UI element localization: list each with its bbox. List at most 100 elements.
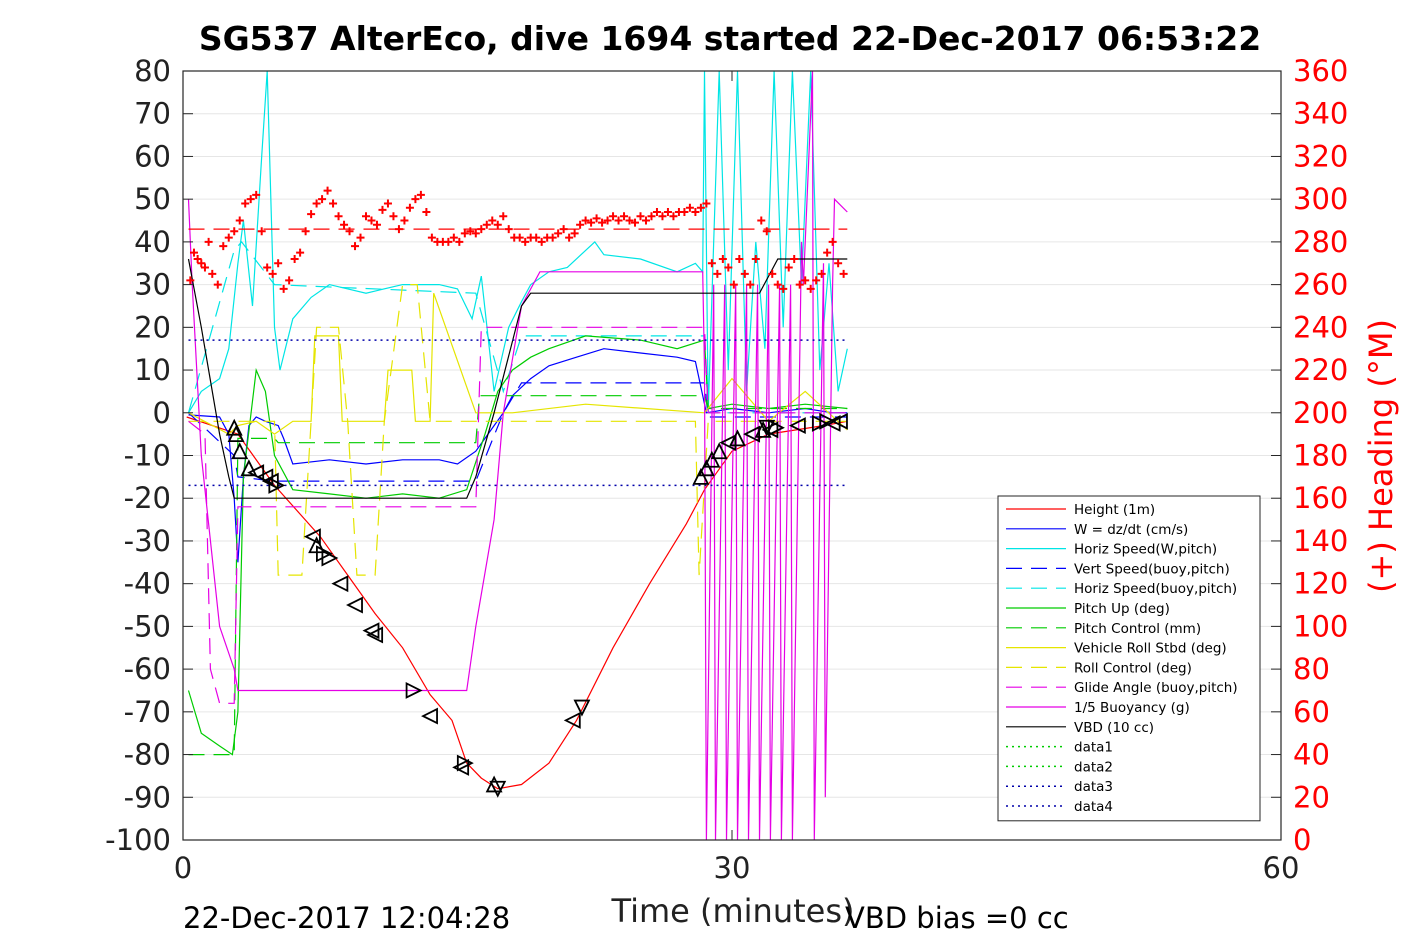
heading-point: [680, 207, 689, 216]
heading-point: [416, 190, 425, 199]
triangle-marker: [321, 549, 339, 567]
heading-point: [252, 190, 261, 199]
legend-label: Vert Speed(buoy,pitch): [1074, 561, 1230, 577]
heading-point: [285, 276, 294, 285]
heading-point: [301, 227, 310, 236]
heading-point: [219, 242, 228, 251]
heading-point: [307, 210, 316, 219]
legend-label: data4: [1074, 799, 1113, 815]
y-tick-label: 10: [134, 353, 171, 387]
heading-point: [532, 233, 541, 242]
legend-label: Horiz Speed(buoy,pitch): [1074, 581, 1237, 597]
series-line-0: [186, 416, 848, 790]
heading-point: [290, 254, 299, 263]
y-right-tick-label: 80: [1293, 652, 1330, 686]
heading-point: [378, 205, 387, 214]
heading-point: [652, 207, 661, 216]
legend-box: [997, 495, 1261, 822]
heading-point: [729, 280, 738, 289]
y-tick-label: 30: [134, 268, 171, 302]
heading-point: [548, 233, 557, 242]
heading-point: [296, 248, 305, 257]
heading-point: [427, 233, 436, 242]
heading-point: [839, 269, 848, 278]
heading-point: [329, 199, 338, 208]
heading-point: [372, 220, 381, 229]
y-tick-label: -50: [124, 609, 171, 643]
heading-point: [790, 254, 799, 263]
legend-label: VBD (10 cc): [1074, 720, 1154, 736]
y-right-tick-label: 200: [1293, 396, 1348, 430]
heading-point: [504, 225, 513, 234]
triangle-marker: [421, 707, 438, 725]
y-right-tick-label: 280: [1293, 225, 1348, 259]
heading-point: [224, 233, 233, 242]
y-tick-label: 40: [134, 225, 171, 259]
heading-point: [631, 218, 640, 227]
series-group: [186, 71, 848, 840]
heading-point: [246, 195, 255, 204]
heading-point: [444, 237, 453, 246]
triangle-marker: [268, 476, 286, 494]
heading-point: [702, 199, 711, 208]
triangle-marker: [346, 596, 363, 614]
heading-point: [422, 207, 431, 216]
heading-point: [707, 259, 716, 268]
triangle-marker: [452, 758, 470, 776]
y-right-tick-label: 0: [1293, 823, 1311, 857]
y-right-tick-label: 160: [1293, 481, 1348, 515]
triangle-marker: [743, 425, 761, 443]
triangle-marker: [823, 415, 841, 432]
y-tick-label: 20: [134, 310, 171, 344]
heading-point: [812, 276, 821, 285]
heading-point: [318, 195, 327, 204]
heading-point: [559, 225, 568, 234]
heading-point: [204, 237, 213, 246]
x-tick-label: 0: [174, 851, 192, 885]
y-tick-label: 80: [134, 54, 171, 88]
y-tick-label: -80: [124, 738, 171, 772]
heading-point: [389, 212, 398, 221]
triangle-marker: [331, 575, 349, 593]
heading-point: [340, 220, 349, 229]
y-tick-label: 60: [134, 139, 171, 173]
y-tick-label: -10: [124, 439, 171, 473]
heading-point: [685, 203, 694, 212]
right-axis-label: (+) Heading (°M): [1362, 319, 1400, 593]
triangle-marker: [261, 472, 279, 490]
chart-title: SG537 AlterEco, dive 1694 started 22-Dec…: [199, 19, 1261, 58]
heading-point: [581, 216, 590, 225]
triangle-marker: [768, 419, 785, 437]
heading-point: [762, 227, 771, 236]
plot-area: 80706050403020100-10-20-30-40-50-60-70-8…: [105, 54, 1348, 885]
legend-label: data1: [1074, 740, 1113, 756]
y-tick-label: -40: [124, 567, 171, 601]
triangle-marker: [489, 780, 507, 798]
heading-point: [614, 216, 623, 225]
series-line-7: [188, 293, 848, 435]
heading-point: [834, 259, 843, 268]
y-right-tick-label: 60: [1293, 695, 1330, 729]
heading-point: [647, 212, 656, 221]
y-right-tick-label: 100: [1293, 609, 1348, 643]
heading-point: [345, 227, 354, 236]
legend-label: data2: [1074, 759, 1113, 775]
heading-point: [268, 269, 277, 278]
y-right-tick-label: 180: [1293, 439, 1348, 473]
heading-point: [806, 284, 815, 293]
heading-point: [625, 216, 634, 225]
heading-point: [696, 203, 705, 212]
heading-point: [235, 216, 244, 225]
heading-point: [565, 233, 574, 242]
heading-point: [405, 203, 414, 212]
heading-point: [323, 186, 332, 195]
legend-label: Glide Angle (buoy,pitch): [1074, 680, 1238, 696]
y-tick-label: -70: [124, 695, 171, 729]
legend-label: Pitch Up (deg): [1074, 601, 1170, 617]
legend-label: data3: [1074, 779, 1113, 795]
heading-point: [455, 237, 464, 246]
heading-point: [334, 212, 343, 221]
heading-point: [795, 280, 804, 289]
heading-point: [488, 216, 497, 225]
series-line-10: [187, 71, 848, 840]
